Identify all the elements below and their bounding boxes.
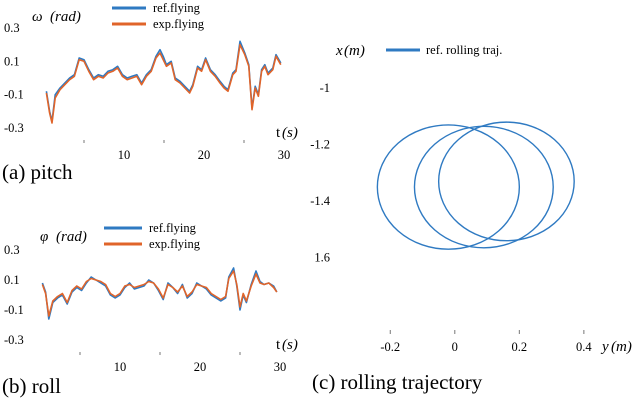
legend-label-exp: exp.flying (153, 17, 205, 31)
pitch-caption: (a) pitch (2, 160, 73, 184)
x-tick-label: 10 (114, 360, 127, 374)
legend-label-ref: ref.flying (153, 1, 201, 15)
roll-xlabel-symbol: t (276, 337, 281, 353)
rolling-ylabel-unit: (m) (344, 43, 365, 59)
x-tick-label: -0.2 (380, 340, 400, 354)
pitch-legend: ref.flying exp.flying (112, 1, 205, 31)
rolling-ylabel-symbol: x (335, 43, 343, 59)
legend-label-rolling: ref. rolling traj. (426, 43, 502, 57)
trajectory-loop (413, 125, 554, 249)
roll-xlabel-unit: (s) (282, 337, 298, 353)
pitch-xlabel-unit: (s) (282, 125, 298, 141)
panel-roll: φ (rad) 0.3 0.1 -0.1 -0.3 10 20 30 ref.flying … (2, 221, 298, 398)
roll-caption: (b) roll (2, 374, 61, 398)
roll-ylabel-symbol: φ (40, 229, 48, 245)
x-tick-label: 20 (194, 360, 207, 374)
rolling-xlabel-symbol: y (600, 339, 609, 355)
y-tick-label: -1.2 (310, 138, 330, 152)
x-tick-label: 10 (118, 148, 131, 162)
y-tick-label: -0.1 (4, 303, 24, 317)
x-tick-label: 30 (278, 148, 291, 162)
roll-plot: 0.3 0.1 -0.1 -0.3 10 20 30 (4, 243, 286, 374)
y-tick-label: -0.3 (4, 121, 24, 135)
x-tick-label: 0 (452, 340, 458, 354)
y-tick-label: 0.3 (4, 243, 20, 257)
series-line-exp (45, 43, 282, 124)
y-tick-label: -0.1 (4, 88, 24, 102)
y-tick-label: 0.3 (4, 21, 20, 35)
y-tick-label: 0.1 (4, 54, 20, 68)
series-line-exp (41, 270, 278, 317)
x-tick-label: 30 (274, 360, 287, 374)
y-tick-label: -0.3 (4, 333, 24, 347)
x-tick-label: 0.4 (576, 340, 592, 354)
panel-rolling-trajectory: x (m) ref. rolling traj. -1 -1.2 -1.4 1.6 -0… (310, 43, 632, 394)
trajectory-loop (437, 121, 575, 242)
trajectory-loop (376, 124, 521, 250)
series-line-ref (45, 40, 282, 123)
rolling-caption: (c) rolling trajectory (312, 370, 483, 394)
roll-legend: ref.flying exp.flying (104, 221, 201, 251)
x-tick-label: 0.2 (512, 340, 528, 354)
rolling-legend: ref. rolling traj. (386, 43, 502, 57)
y-tick-label: -1 (320, 81, 330, 95)
x-tick-label: 20 (198, 148, 211, 162)
rolling-xlabel-unit: (m) (611, 339, 632, 355)
y-tick-label: 0.1 (4, 273, 20, 287)
roll-ylabel-unit: (rad) (56, 229, 87, 245)
pitch-ylabel-symbol: ω (32, 9, 43, 25)
legend-label-exp: exp.flying (149, 237, 201, 251)
rolling-plot: -1 -1.2 -1.4 1.6 -0.2 0 0.2 0.4 (310, 81, 592, 354)
y-tick-label: -1.4 (310, 194, 331, 208)
pitch-ylabel-unit: (rad) (50, 9, 81, 25)
pitch-plot: 0.3 0.1 -0.1 -0.3 10 20 30 (4, 21, 290, 162)
legend-label-ref: ref.flying (149, 221, 197, 235)
pitch-xlabel-symbol: t (276, 125, 281, 141)
series-line-ref (41, 267, 278, 320)
panel-pitch: ω (rad) 0.3 0.1 -0.1 -0.3 10 20 30 ref.flying … (2, 1, 298, 184)
y-tick-label: 1.6 (314, 251, 330, 265)
